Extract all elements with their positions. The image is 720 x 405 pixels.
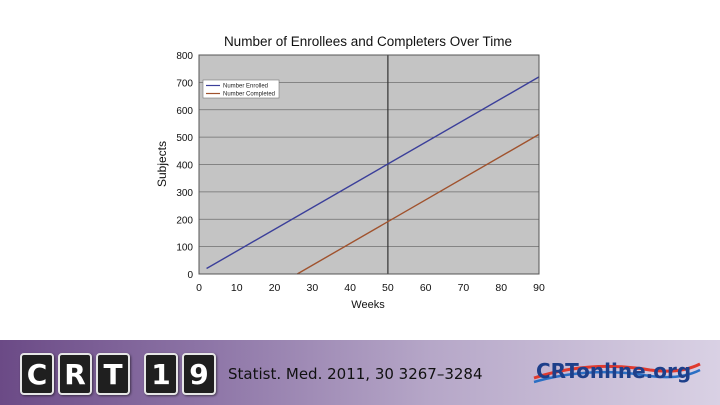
x-tick-label: 90 (533, 282, 545, 294)
logo-letter: R (58, 353, 92, 395)
y-tick-labels: 0 100 200 300 400 500 600 700 800 (176, 51, 193, 281)
series-line (296, 133, 540, 275)
y-tick-label: 600 (176, 106, 193, 117)
crt19-logo: C R T 1 9 (20, 353, 216, 395)
series-line (206, 76, 540, 270)
plot-border (198, 54, 540, 275)
x-axis-label: Weeks (351, 299, 385, 311)
crtonline-logo: CRTonline.org (533, 359, 701, 384)
y-tick-label: 200 (176, 215, 193, 226)
legend: Number Enrolled Number Completed (202, 79, 280, 99)
logo-letter: 9 (182, 353, 216, 395)
x-tick-label: 10 (231, 282, 243, 294)
y-tick-label: 100 (176, 243, 193, 254)
x-tick-label: 40 (344, 282, 356, 294)
footer-bar: C R T 1 9 Statist. Med. 2011, 30 3267–32… (0, 340, 720, 405)
logo-letter: 1 (144, 353, 178, 395)
y-tick-label: 400 (176, 161, 193, 172)
x-tick-label: 70 (458, 282, 470, 294)
crtonline-logo-text: CRTonline.org (536, 359, 691, 383)
y-axis-label: Subjects (155, 141, 169, 187)
chart-title: Number of Enrollees and Completers Over … (224, 34, 512, 49)
x-tick-label: 0 (196, 282, 202, 294)
x-tick-labels: 0 10 20 30 40 50 60 70 80 90 (196, 282, 545, 294)
chart: Number of Enrollees and Completers Over … (155, 34, 545, 311)
legend-box (202, 79, 280, 99)
y-tick-label: 800 (176, 51, 193, 62)
legend-label: Number Completed (223, 92, 275, 98)
y-tick-label: 0 (187, 270, 193, 281)
x-tick-label: 60 (420, 282, 432, 294)
x-tick-label: 20 (269, 282, 281, 294)
series-group (206, 76, 540, 275)
logo-letter: T (96, 353, 130, 395)
x-tick-label: 30 (306, 282, 318, 294)
x-tick-label: 50 (382, 282, 394, 294)
legend-label: Number Enrolled (223, 84, 268, 90)
citation-text: Statist. Med. 2011, 30 3267–3284 (228, 365, 483, 383)
y-tick-label: 300 (176, 188, 193, 199)
logo-letter: C (20, 353, 54, 395)
y-tick-label: 500 (176, 133, 193, 144)
y-tick-label: 700 (176, 78, 193, 89)
x-tick-label: 80 (495, 282, 507, 294)
